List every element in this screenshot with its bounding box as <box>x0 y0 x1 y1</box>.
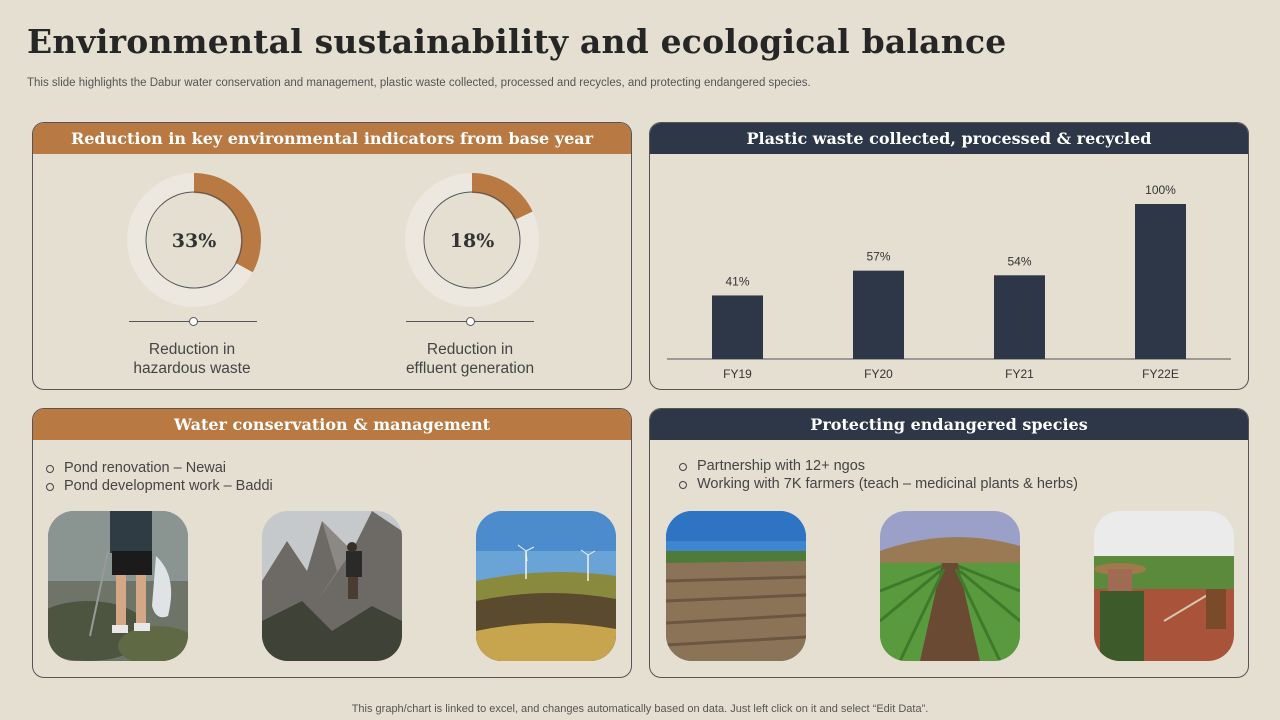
species-bullet-list: Partnership with 12+ ngos Working with 7… <box>679 457 1078 493</box>
divider-knob-2 <box>466 317 475 326</box>
list-item: Working with 7K farmers (teach – medicin… <box>679 475 1078 493</box>
hiker-on-rocky-mountain-photo <box>262 511 402 661</box>
page-title: Environmental sustainability and ecologi… <box>27 22 1007 61</box>
donut-effluent-generation: 18% <box>402 170 542 310</box>
data-label-fy22e: 100% <box>1145 183 1176 197</box>
footer-note: This graph/chart is linked to excel, and… <box>351 703 929 715</box>
water-panel: Water conservation & management Pond ren… <box>32 408 632 678</box>
donut-arc-effluent <box>471 173 533 221</box>
bar-fy22e <box>1135 204 1186 359</box>
indicators-header: Reduction in key environmental indicator… <box>33 123 631 154</box>
ploughed-field-photo <box>666 511 806 661</box>
data-label-fy21: 54% <box>1007 254 1031 268</box>
water-bullet-list: Pond renovation – Newai Pond development… <box>46 459 273 495</box>
indicators-panel: Reduction in key environmental indicator… <box>32 122 632 390</box>
species-header: Protecting endangered species <box>650 409 1248 440</box>
donut-hazardous-waste: 33% <box>124 170 264 310</box>
tick-label-fy22e: FY22E <box>1142 367 1179 381</box>
farmer-in-field-photo <box>1094 511 1234 661</box>
data-label-fy19: 41% <box>725 274 749 288</box>
list-item: Pond development work – Baddi <box>46 477 273 495</box>
label-effluent-generation: Reduction in effluent generation <box>405 341 535 377</box>
list-item: Pond renovation – Newai <box>46 459 273 477</box>
wind-turbines-landscape-photo <box>476 511 616 661</box>
person-collecting-litter-photo <box>48 511 188 661</box>
page-subtitle: This slide highlights the Dabur water co… <box>27 77 811 89</box>
divider-knob-1 <box>189 317 198 326</box>
tick-label-fy21: FY21 <box>1005 367 1034 381</box>
bar-fy21 <box>994 275 1045 359</box>
crop-rows-field-photo <box>880 511 1020 661</box>
plastic-bar-chart: 41% FY19 57% FY20 54% FY21 100% FY22E <box>667 183 1231 381</box>
tick-label-fy19: FY19 <box>723 367 752 381</box>
donut-arc-hazardous <box>193 173 261 273</box>
bar-fy20 <box>853 270 904 359</box>
species-panel: Protecting endangered species Partnershi… <box>649 408 1249 678</box>
label-hazardous-waste: Reduction in hazardous waste <box>133 341 251 377</box>
list-item: Partnership with 12+ ngos <box>679 457 1078 475</box>
plastic-panel: Plastic waste collected, processed & rec… <box>649 122 1249 390</box>
plastic-header: Plastic waste collected, processed & rec… <box>650 123 1248 154</box>
bar-fy19 <box>712 295 763 359</box>
donut-value-effluent: 18% <box>450 230 495 252</box>
water-header: Water conservation & management <box>33 409 631 440</box>
tick-label-fy20: FY20 <box>864 367 893 381</box>
data-label-fy20: 57% <box>866 250 890 264</box>
donut-value-hazardous: 33% <box>172 230 217 252</box>
